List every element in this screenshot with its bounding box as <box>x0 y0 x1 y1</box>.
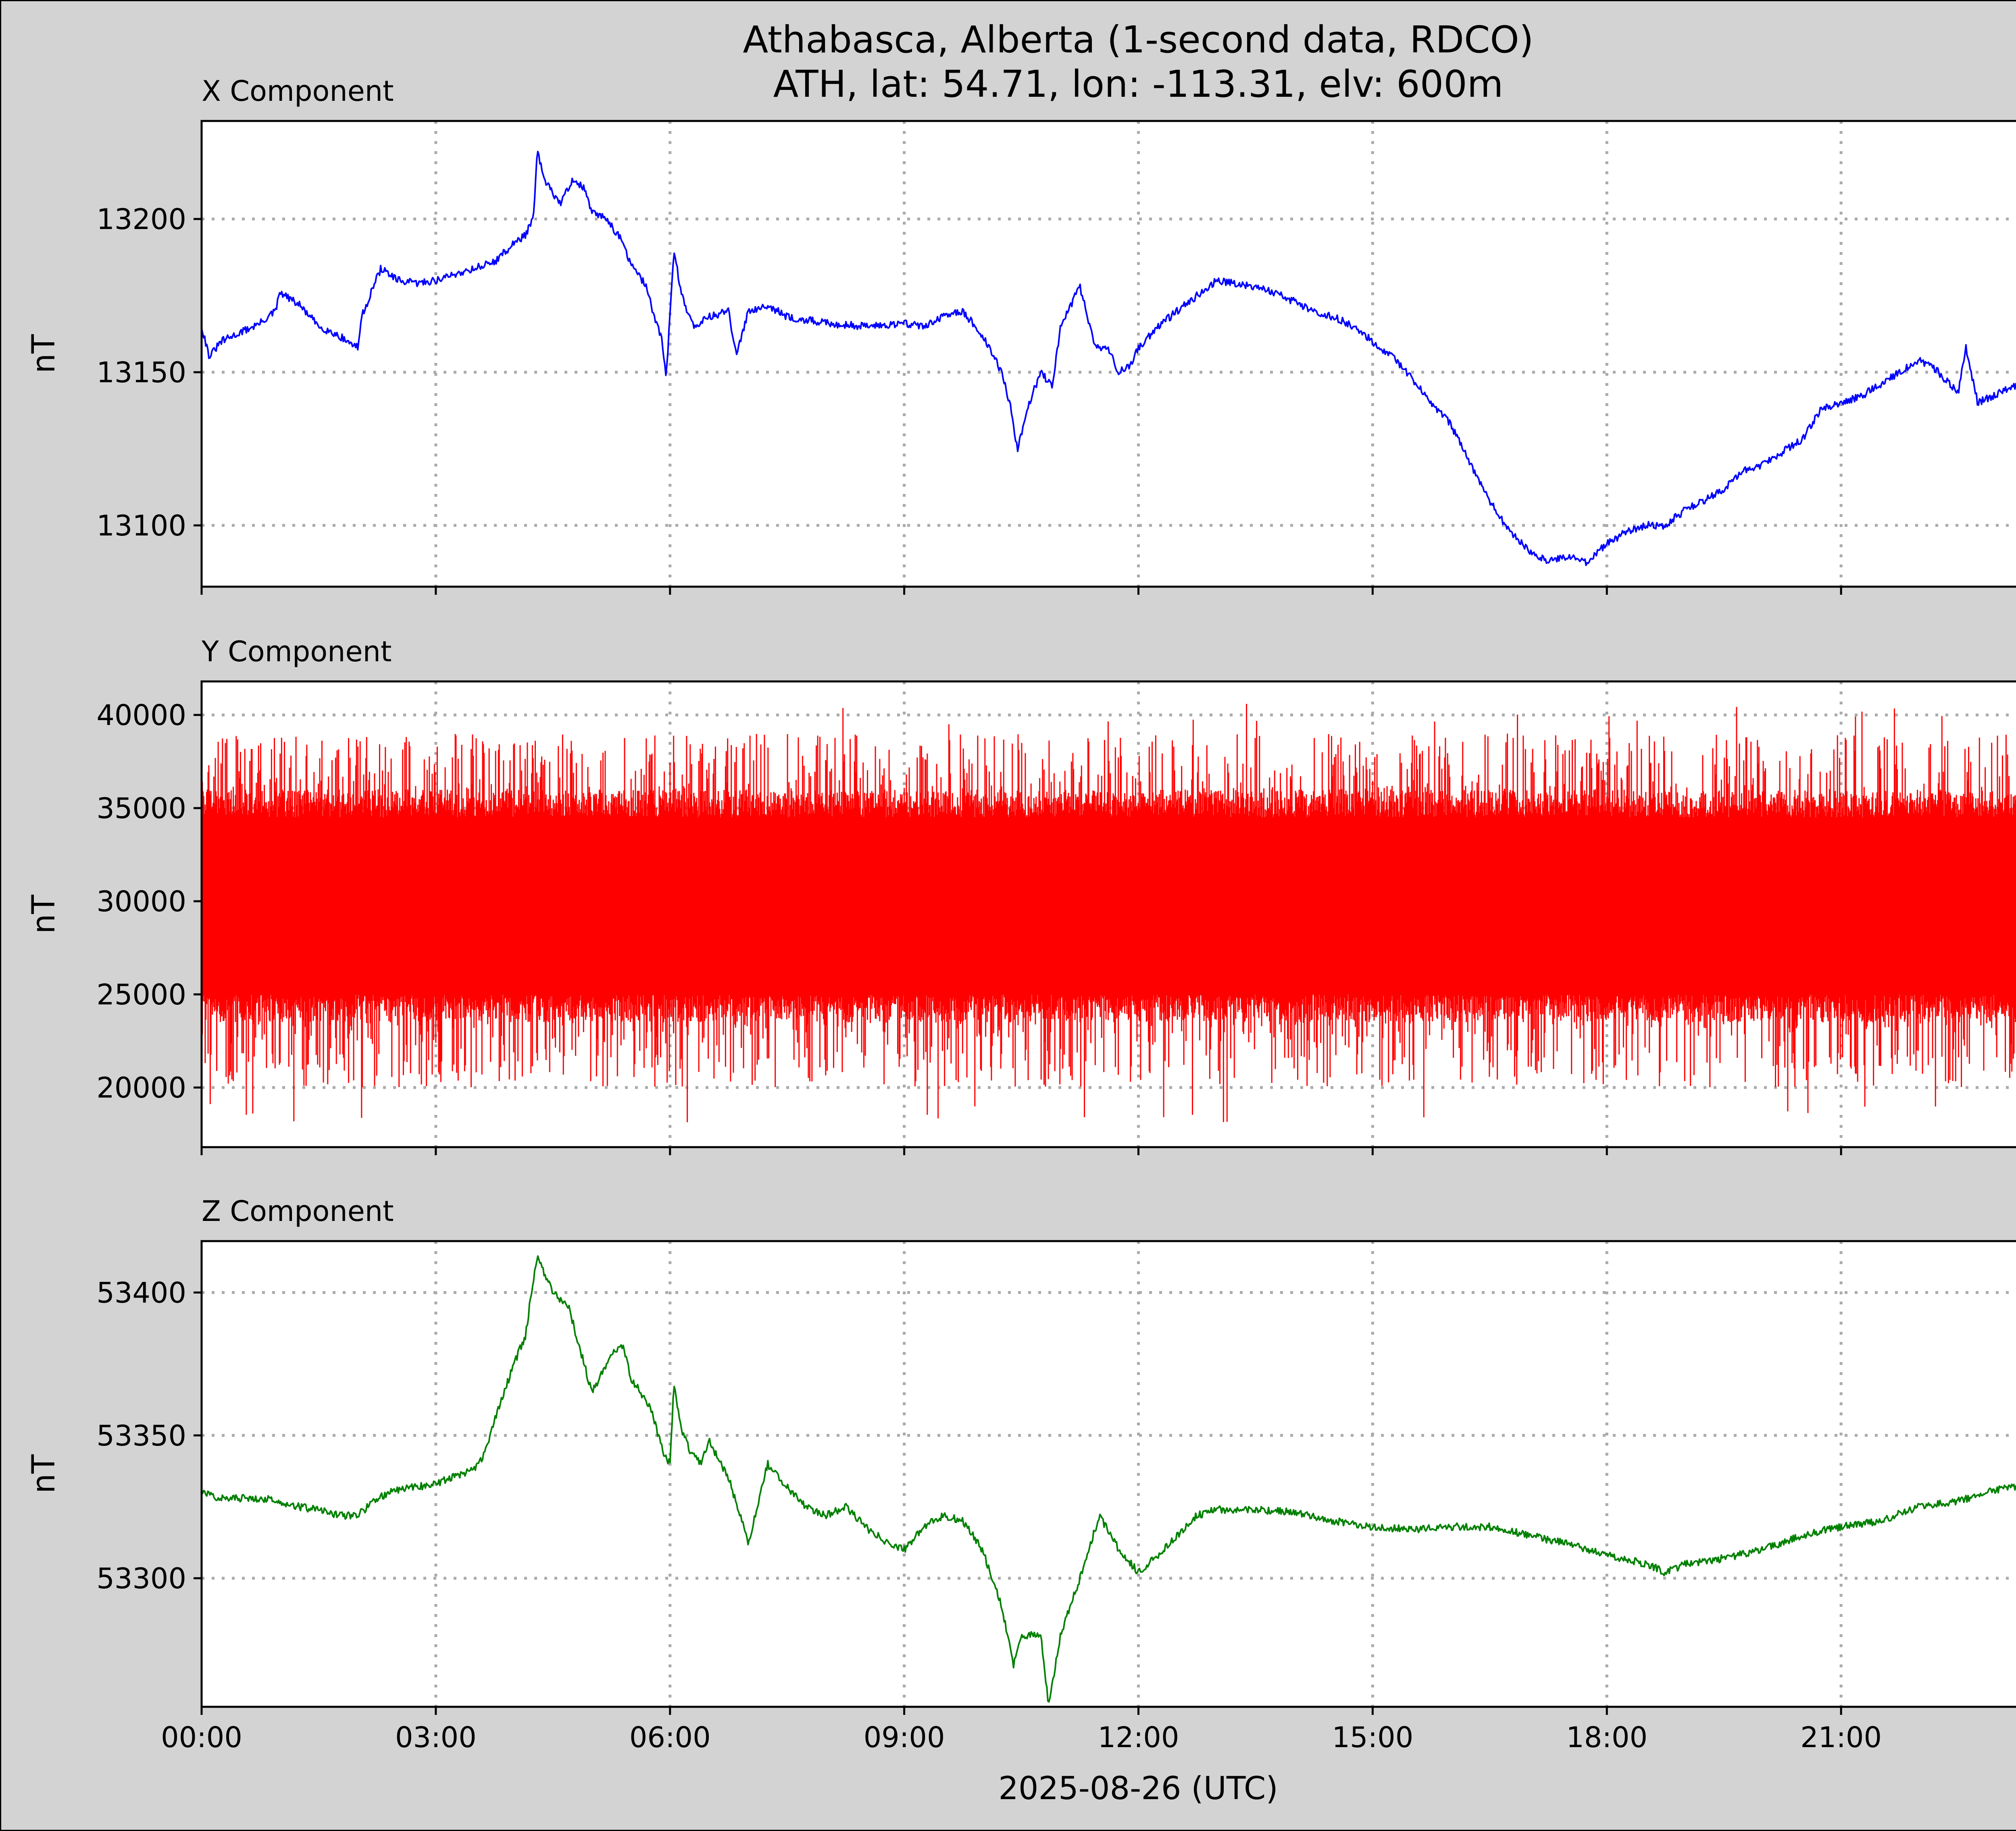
plot-area <box>200 120 2016 588</box>
panel-x-component: 13100 13150 13200 X Component nT <box>26 75 2016 595</box>
x-axis-label: 2025-08-26 (UTC) <box>998 1771 1278 1807</box>
panel-title: Y Component <box>201 635 392 668</box>
x-tick-label: 12:00 <box>1098 1721 1179 1754</box>
panels: 13100 13150 13200 X Component nT 20000 25000 30… <box>26 75 2016 1754</box>
x-tick-label: 18:00 <box>1566 1721 1647 1754</box>
y-tick-label: 13100 <box>96 509 186 542</box>
y-tick-label: 13200 <box>96 203 186 236</box>
y-tick-label: 13150 <box>96 356 186 389</box>
y-axis-label: nT <box>26 1454 62 1494</box>
x-tick-label: 00:00 <box>161 1721 242 1754</box>
figure-title-line1: Athabasca, Alberta (1-second data, RDCO) <box>743 18 1533 61</box>
y-tick-label: 53350 <box>96 1419 186 1452</box>
x-tick-label: 09:00 <box>864 1721 945 1754</box>
panel-y-component: 20000 25000 30000 35000 40000 Y Component nT <box>26 635 2016 1155</box>
panel-title: Z Component <box>202 1195 394 1228</box>
plot-area <box>200 1240 2016 1708</box>
y-tick-label: 30000 <box>96 885 186 918</box>
y-tick-label: 40000 <box>96 699 186 732</box>
x-tick-label: 06:00 <box>629 1721 711 1754</box>
y-component-band <box>202 823 2016 989</box>
x-component-trace <box>201 150 2016 566</box>
y-tick-label: 35000 <box>96 792 186 825</box>
panel-z-component: 53300 53350 53400 00:00 03:00 06:00 09:00 12:00… <box>26 1195 2016 1754</box>
panel-title: X Component <box>202 75 394 108</box>
y-tick-label: 53400 <box>96 1277 186 1310</box>
y-axis-label: nT <box>26 895 62 934</box>
x-tick-label: 03:00 <box>395 1721 477 1754</box>
y-tick-label: 53300 <box>96 1562 186 1595</box>
y-axis-label: nT <box>26 334 62 373</box>
x-tick-label: 15:00 <box>1332 1721 1414 1754</box>
y-tick-label: 25000 <box>96 978 186 1011</box>
y-tick-label: 20000 <box>96 1071 186 1104</box>
x-tick-label: 21:00 <box>1800 1721 1882 1754</box>
figure-title-line2: ATH, lat: 54.71, lon: -113.31, elv: 600m <box>773 62 1504 106</box>
z-component-trace <box>201 1255 2016 1703</box>
